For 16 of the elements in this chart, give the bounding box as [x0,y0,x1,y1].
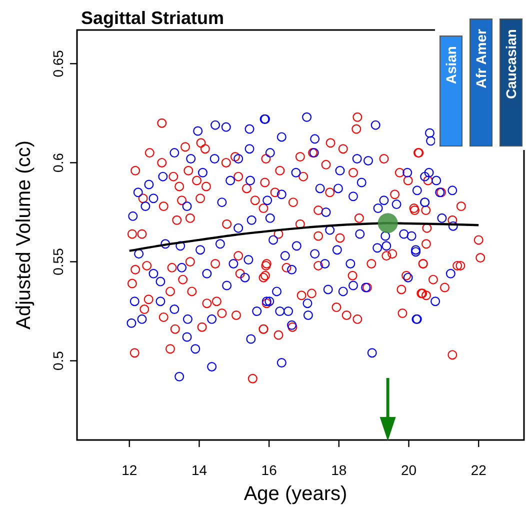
x-tick-label: 22 [470,462,487,478]
y-tick-label: 0.65 [50,50,66,78]
chart-title: Sagittal Striatum [81,8,224,28]
y-tick-label: 0.55 [50,248,66,276]
x-tick-label: 20 [400,462,417,478]
y-axis-title: Adjusted Volume (cc) [13,140,35,330]
x-tick-label: 18 [331,462,347,478]
y-tick-label: 0.6 [50,152,66,172]
y-tick-label: 0.5 [50,350,66,371]
x-axis-title: Age (years) [244,483,348,505]
x-tick-label: 12 [122,462,138,478]
x-tick-label: 14 [191,462,208,478]
x-tick-label: Caucasian [503,29,519,100]
x-tick-label: 16 [261,462,278,478]
x-tick-label: Asian [443,46,459,84]
x-tick-label: Afr Amer [473,28,489,88]
